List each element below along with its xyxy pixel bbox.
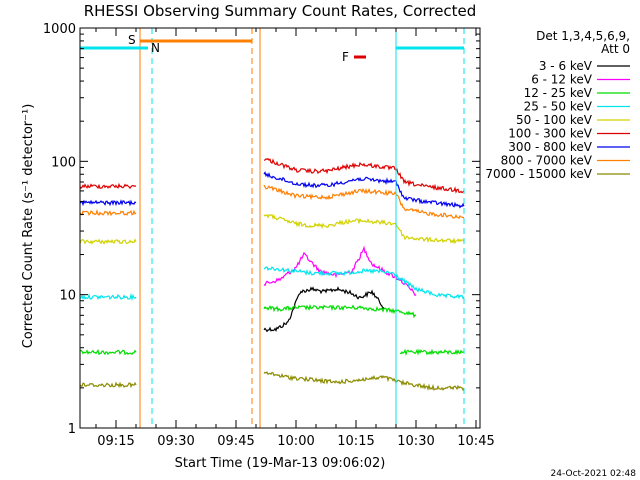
series-layer	[79, 157, 465, 392]
x-tick-label-6: 10:45	[457, 434, 494, 449]
series-line-2-seg-0	[79, 348, 137, 356]
plot-frame	[79, 27, 481, 429]
legend-label-1: 6 - 12 keV	[531, 73, 593, 87]
legend-label-3: 25 - 50 keV	[524, 100, 593, 114]
legend-label-5: 100 - 300 keV	[508, 127, 592, 141]
time-range-markers: S N F	[80, 33, 464, 64]
series-300-800-kev	[79, 171, 465, 209]
series-line-5-seg-1	[263, 157, 465, 194]
series-line-5-seg-0	[79, 182, 137, 190]
series-100-300-kev	[79, 157, 465, 194]
legend-label-8: 7000 - 15000 keV	[485, 167, 592, 181]
series-line-0-seg-0	[263, 286, 385, 333]
axis-ticks: 09:15 09:30 09:45 10:00 10:15 10:30 10:45 1 10 10…	[43, 22, 495, 449]
legend-title: Det 1,3,4,5,6,9,	[536, 29, 630, 43]
x-tick-label-0: 09:15	[97, 434, 134, 449]
legend-label-0: 3 - 6 keV	[539, 59, 593, 73]
series-line-6-seg-1	[263, 171, 465, 209]
series-line-2-seg-1	[263, 303, 417, 319]
series-12-25-kev	[79, 303, 465, 357]
series-line-2-seg-2	[399, 348, 465, 357]
legend-label-2: 12 - 25 keV	[524, 86, 593, 100]
y-tick-label-3: 1000	[43, 22, 76, 37]
y-tick-label-1: 10	[59, 289, 76, 304]
marker-s-label: S	[128, 33, 136, 47]
series-line-6-seg-0	[79, 199, 137, 207]
series-line-7-seg-0	[79, 209, 137, 217]
series-line-3-seg-0	[79, 292, 137, 302]
series-line-8-seg-0	[79, 381, 137, 389]
chart-title: RHESSI Observing Summary Count Rates, Co…	[84, 2, 477, 20]
legend-label-4: 50 - 100 keV	[516, 113, 593, 127]
x-axis-label: Start Time (19-Mar-13 09:06:02)	[175, 456, 386, 471]
marker-f-label: F	[342, 50, 349, 64]
series-7000-15000-kev	[79, 371, 465, 392]
series-50-100-kev	[79, 214, 465, 245]
y-axis-label: Corrected Count Rate (s⁻¹ detector⁻¹)	[21, 104, 36, 349]
legend-label-7: 800 - 7000 keV	[501, 154, 593, 168]
series-line-8-seg-1	[263, 371, 465, 392]
series-line-4-seg-0	[79, 238, 137, 245]
legend-subtitle: Att 0	[601, 42, 630, 56]
marker-n-label: N	[151, 41, 160, 55]
y-tick-label-2: 100	[51, 155, 76, 170]
timestamp: 24-Oct-2021 02:48	[551, 469, 637, 479]
x-tick-label-5: 10:30	[397, 434, 434, 449]
vertical-markers	[139, 28, 465, 428]
series-3-6-kev	[263, 286, 385, 333]
series-line-7-seg-1	[263, 184, 465, 220]
x-tick-label-3: 10:00	[277, 434, 314, 449]
y-tick-label-0: 1	[68, 422, 76, 437]
series-line-3-seg-1	[263, 266, 465, 300]
series-800-7000-kev	[79, 184, 465, 220]
legend-label-6: 300 - 800 keV	[508, 140, 592, 154]
x-tick-label-4: 10:15	[337, 434, 374, 449]
series-25-50-kev	[79, 266, 465, 302]
series-line-4-seg-1	[263, 214, 465, 245]
x-tick-label-1: 09:30	[157, 434, 194, 449]
y-axis-label-text: Corrected Count Rate (s⁻¹ detector⁻¹)	[21, 104, 36, 349]
x-tick-label-2: 09:45	[217, 434, 254, 449]
